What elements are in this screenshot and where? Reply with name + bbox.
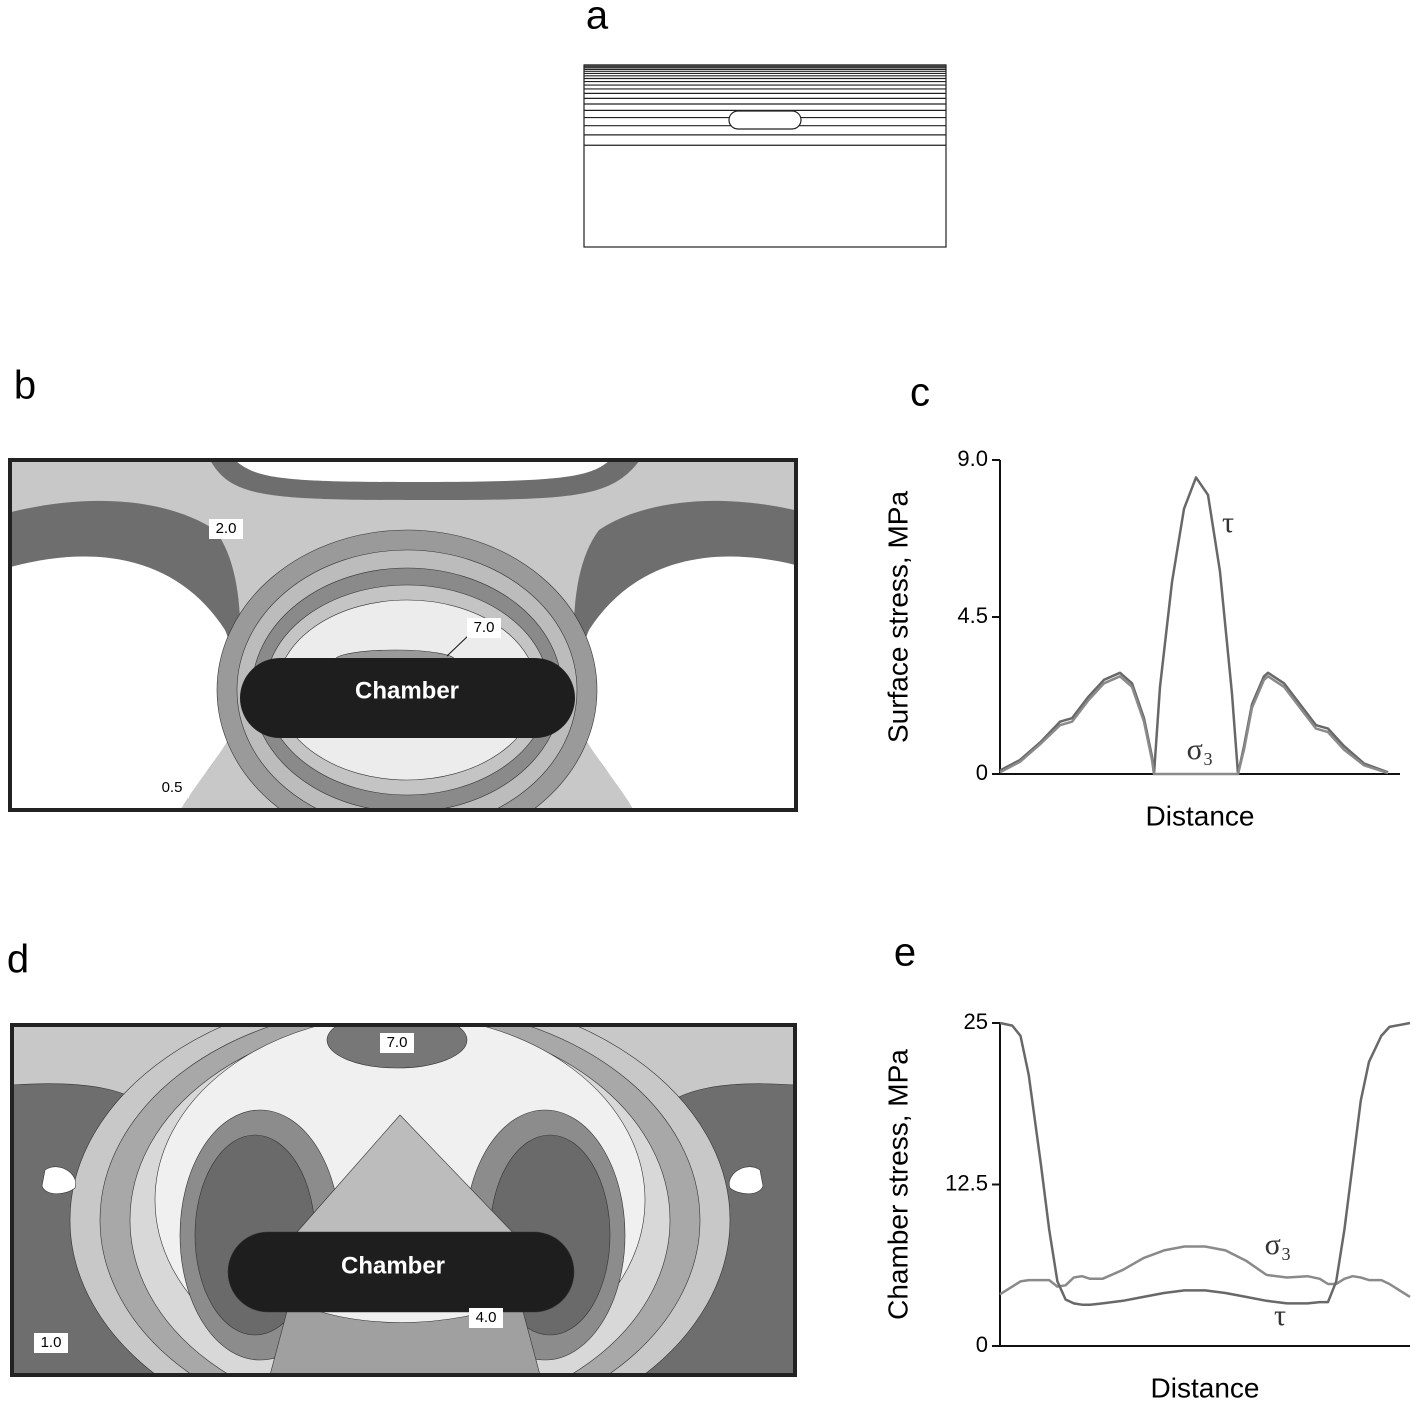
- y-tick-label: 0: [976, 1332, 988, 1357]
- series-label: σ₃: [1187, 733, 1214, 766]
- contour-label: 1.0: [41, 1334, 62, 1351]
- panel-b-contours: Chamber 2.0 7.0 0.5: [8, 458, 798, 812]
- model-outline: [583, 64, 947, 248]
- y-tick-label: 12.5: [945, 1170, 988, 1195]
- contour-label: 4.0: [476, 1309, 497, 1326]
- series-line: [999, 675, 1389, 776]
- y-tick-label: 4.5: [957, 603, 988, 628]
- series-label: τ: [1274, 1299, 1286, 1332]
- x-axis-title: Distance: [1151, 1372, 1260, 1403]
- series-line: [999, 1245, 1411, 1298]
- contour-label: 7.0: [387, 1034, 408, 1051]
- chamber-label: Chamber: [355, 677, 459, 704]
- model-chamber: [728, 110, 802, 130]
- x-axis-title: Distance: [1146, 800, 1255, 831]
- panel-a-model: [583, 64, 947, 248]
- chamber-label: Chamber: [341, 1252, 445, 1279]
- contour-label: 7.0: [474, 619, 495, 636]
- contour-label: 2.0: [216, 520, 237, 537]
- series-label: τ: [1222, 506, 1234, 539]
- panel-label: c: [910, 371, 930, 415]
- series-line: [999, 476, 1389, 776]
- y-axis-title: Chamber stress, MPa: [882, 1049, 913, 1320]
- panel-label: e: [894, 931, 916, 975]
- contour-label: 0.5: [162, 779, 183, 796]
- y-tick-label: 9.0: [957, 446, 988, 471]
- y-tick-label: 25: [964, 1009, 988, 1034]
- y-axis-title: Surface stress, MPa: [882, 491, 913, 744]
- panel-label: a: [586, 0, 609, 38]
- series-line: [999, 1021, 1411, 1306]
- panel-d-contours: Chamber 7.0 1.0 4.0: [10, 1023, 797, 1377]
- panel-label: d: [7, 938, 29, 982]
- series-label: σ₃: [1265, 1228, 1292, 1261]
- y-tick-label: 0: [976, 760, 988, 785]
- panel-label: b: [14, 364, 36, 408]
